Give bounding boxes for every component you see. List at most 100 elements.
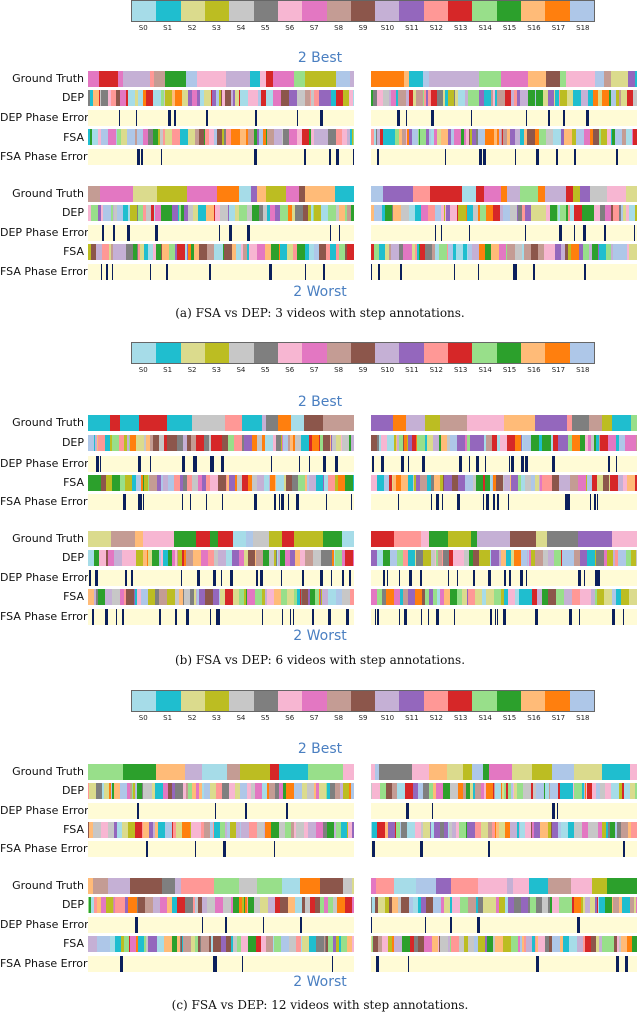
step-segment [611,244,613,260]
step-segment [378,897,385,913]
legend-swatch-s2 [180,691,205,711]
step-segment [619,783,622,799]
step-segment [214,244,215,260]
step-segment [552,475,559,491]
step-segment [135,589,137,605]
step-segment [618,475,623,491]
step-segment [486,435,492,451]
legend-label-s5: S5 [260,714,270,722]
step-segment [597,897,598,913]
segmentation-strip [371,897,637,913]
step-segment [412,244,415,260]
legend-label-s3: S3 [212,714,221,722]
error-mark [323,264,325,280]
step-segment [450,783,458,799]
step-segment [593,822,598,838]
step-segment [446,205,450,221]
step-segment [246,129,248,145]
step-segment [209,936,211,952]
legend-label-s16: S16 [527,714,541,722]
step-segment [392,783,397,799]
step-segment [349,90,353,106]
step-segment [476,897,478,913]
step-segment [504,783,506,799]
error-mark [141,494,142,510]
error-mark [406,803,409,819]
step-segment [288,205,292,221]
step-segment [313,550,321,566]
step-segment [532,936,535,952]
step-segment [152,550,159,566]
step-segment [425,589,429,605]
error-mark [112,264,113,280]
step-segment [89,822,93,838]
step-segment [161,475,163,491]
step-segment [122,822,128,838]
error-mark [375,609,376,625]
step-segment [621,936,627,952]
step-segment [479,71,501,87]
step-segment [483,764,489,780]
step-segment [571,878,592,894]
step-segment [418,783,423,799]
step-segment [325,936,326,952]
step-segment [470,783,473,799]
step-segment [88,764,92,780]
step-segment [202,475,206,491]
legend-swatch-s11 [399,1,424,21]
step-segment [112,589,120,605]
step-segment [175,244,177,260]
step-segment [515,435,521,451]
step-segment [535,936,536,952]
step-segment [409,205,415,221]
step-segment [611,90,616,106]
step-segment [494,589,501,605]
step-segment [280,205,288,221]
phase-error-strip [371,570,637,586]
step-legend-labels: S0 S1 S2 S3 S4 S5 S6 S7 S8 S9 S10 S11 S12 S13 S14 S15 S1… [131,366,595,374]
step-segment [595,550,596,566]
step-segment [297,90,305,106]
step-segment [122,550,130,566]
error-mark [431,494,432,510]
step-segment [478,878,507,894]
step-segment [321,205,328,221]
step-segment [323,90,331,106]
step-segment [377,435,379,451]
step-segment [458,205,466,221]
error-mark [548,110,550,126]
step-segment [115,897,121,913]
step-segment [167,415,192,431]
step-segment [105,435,110,451]
step-segment [342,531,354,547]
step-segment [491,415,504,431]
error-mark [428,609,429,625]
step-segment [252,435,257,451]
step-segment [310,90,311,106]
step-segment [265,435,273,451]
step-segment [335,783,340,799]
step-segment [548,897,550,913]
step-segment [605,897,612,913]
step-segment [582,205,588,221]
phase-error-strip [371,225,637,241]
step-segment [532,822,534,838]
step-segment [467,205,473,221]
step-segment [89,783,96,799]
step-segment [371,936,372,952]
step-segment [227,475,229,491]
error-mark [320,570,323,586]
step-segment [507,244,515,260]
step-segment [393,475,396,491]
step-segment [266,129,267,145]
step-segment [553,129,561,145]
step-segment [543,550,548,566]
legend-label-s15: S15 [502,714,517,722]
step-segment [426,435,427,451]
worst-section-title: 2 Worst [293,628,347,644]
step-segment [619,244,627,260]
step-segment [174,531,196,547]
step-segment [609,90,611,106]
legend-label-s12: S12 [429,24,443,32]
step-segment [485,550,490,566]
